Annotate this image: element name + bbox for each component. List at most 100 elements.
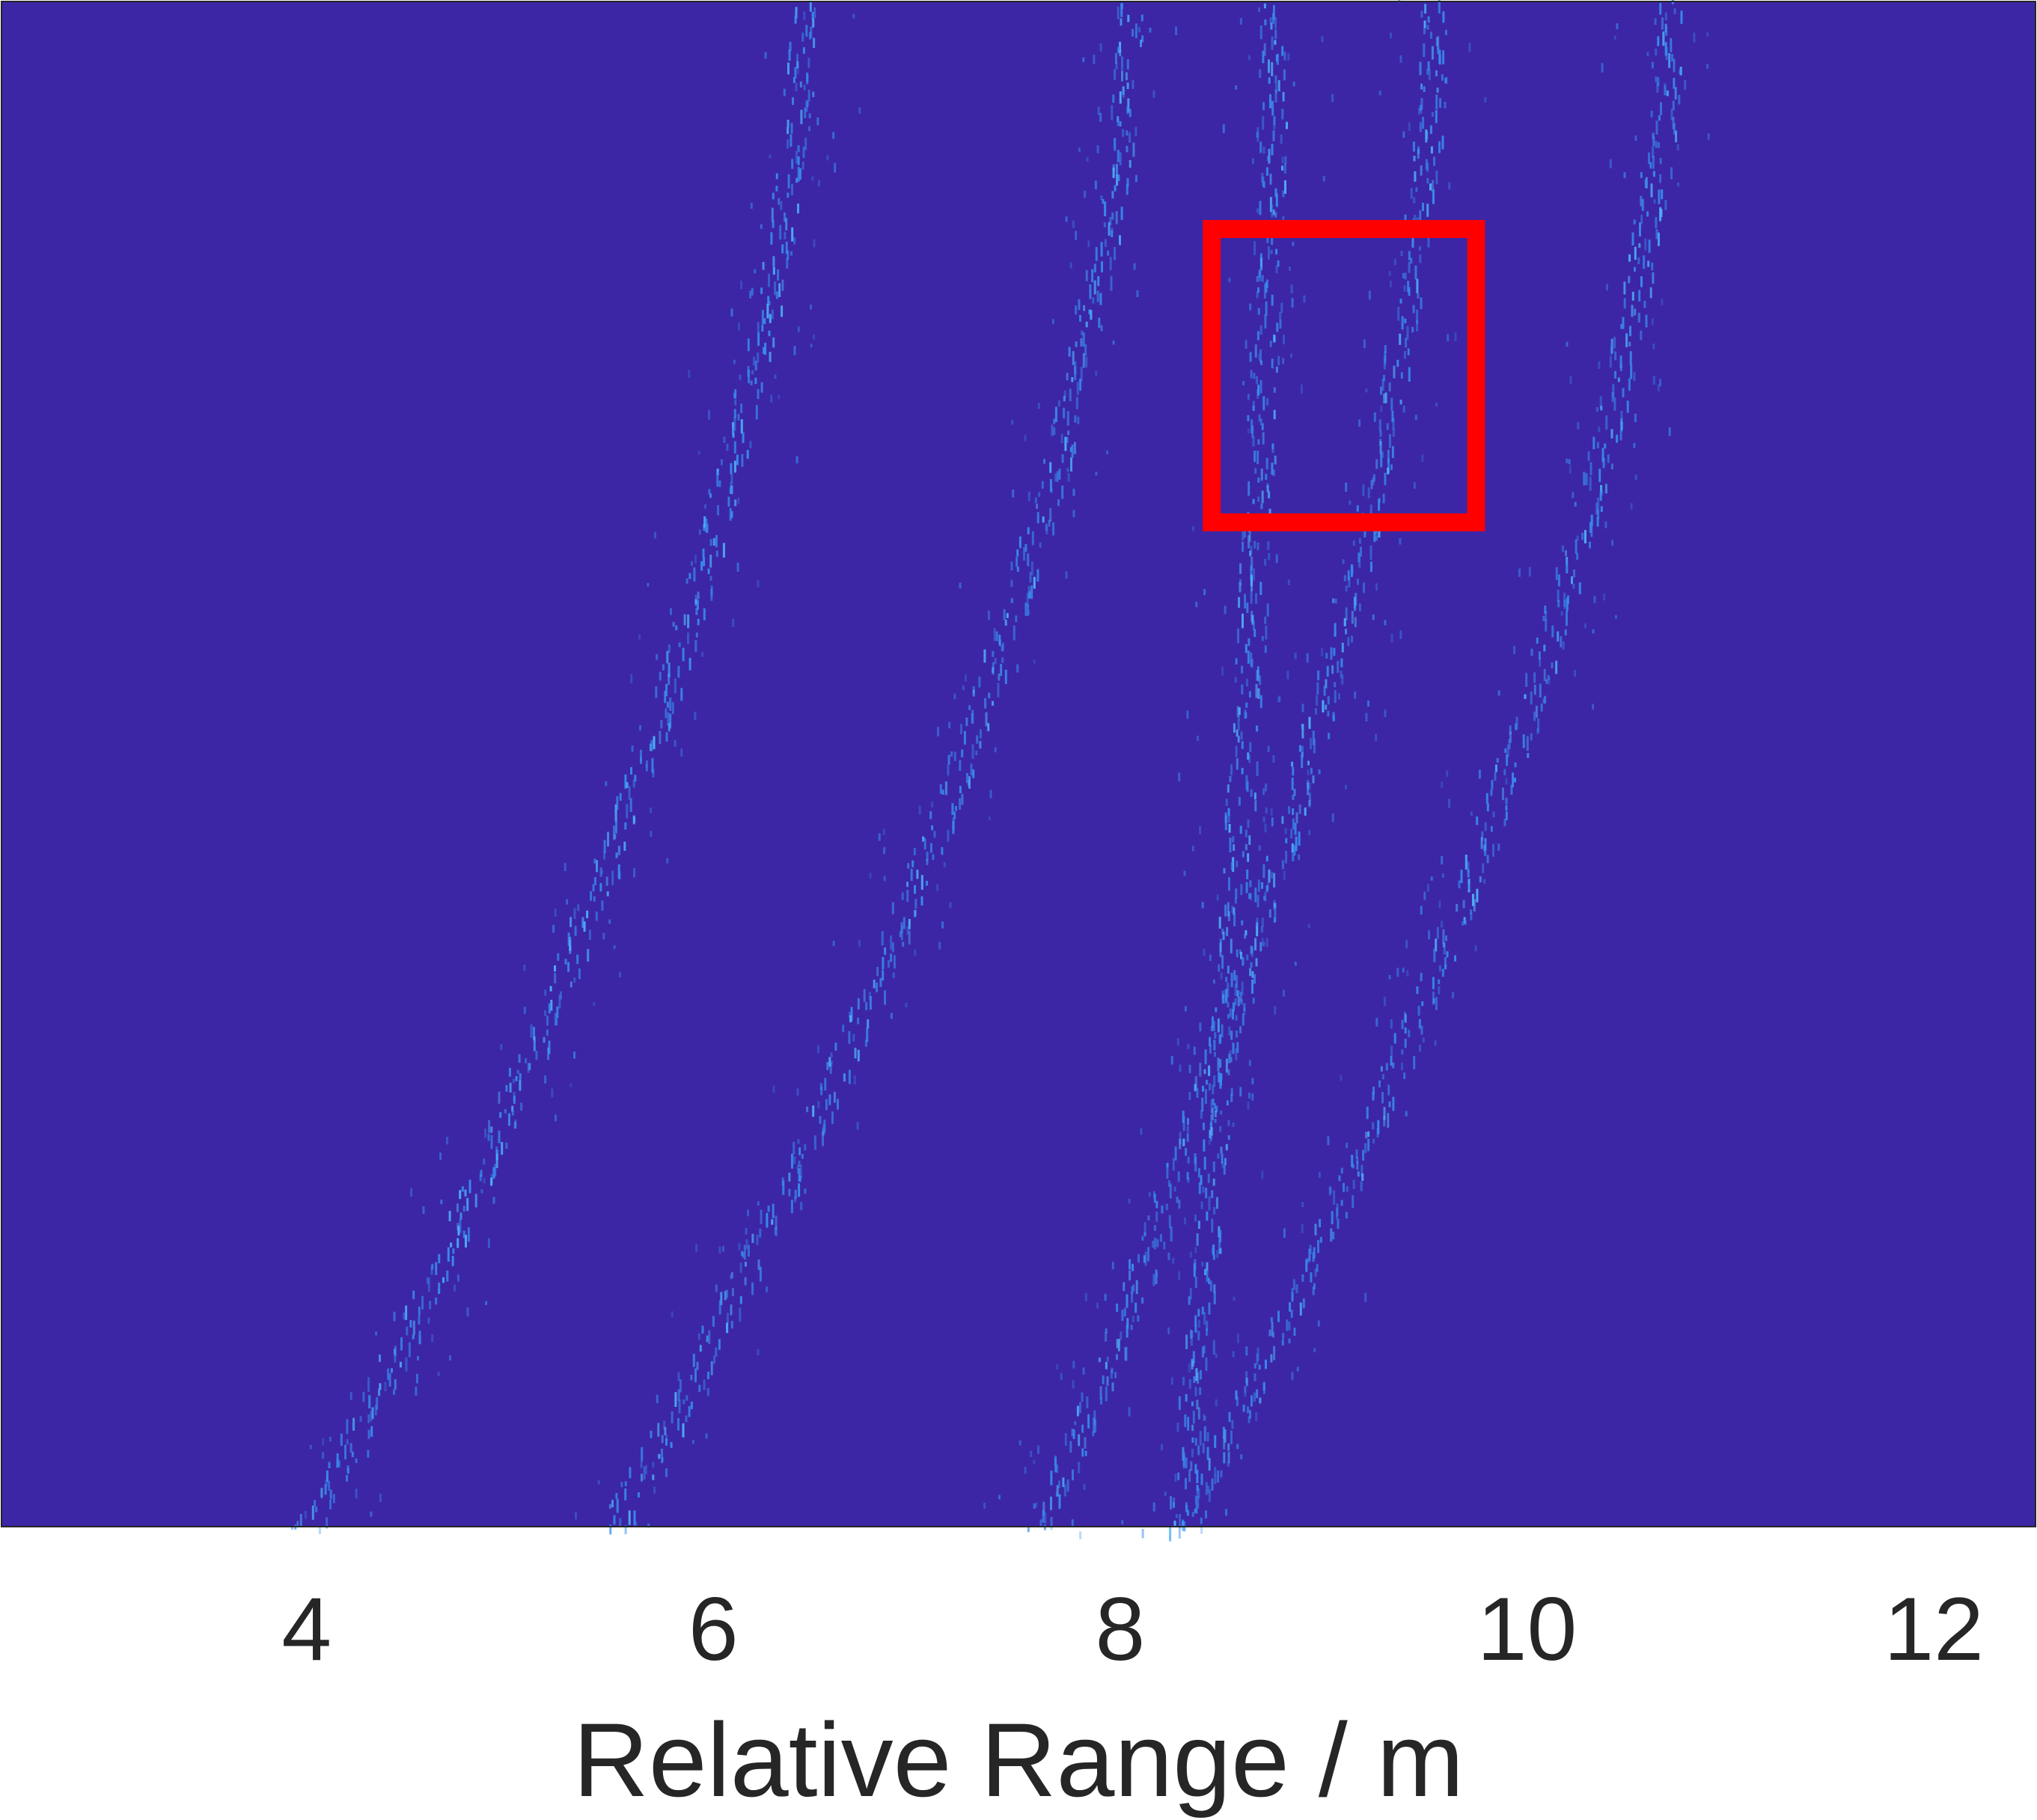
echo-point [1120,207,1123,220]
echo-point [1172,1502,1175,1509]
echo-point [1372,474,1375,482]
echo-point [1433,948,1436,962]
echo-point [1121,56,1123,70]
echo-point [1670,167,1673,180]
echo-point [1220,1073,1222,1086]
echo-point [508,1113,510,1126]
echo-point [1105,1328,1108,1334]
echo-point [1027,527,1030,534]
echo-point [1313,739,1316,754]
echo-point [1658,115,1661,121]
echo-point [1419,122,1422,132]
echo-point [418,1335,421,1345]
echo-point [1626,400,1629,413]
echo-point [812,18,815,28]
echo-point [1462,920,1465,926]
echo-point [1256,132,1259,138]
echo-point [1247,428,1250,434]
echo-point [1611,540,1614,546]
echo-point [753,356,756,366]
echo-point [931,825,934,831]
echo-point [1664,200,1667,210]
echo-point [1494,772,1497,781]
echo-point [1291,843,1294,853]
echo-point [1383,393,1386,403]
echo-point [1406,970,1409,977]
echo-point [778,198,781,205]
echo-point [1201,1307,1204,1315]
echo-point [1262,941,1265,947]
echo-point [1293,845,1296,856]
echo-point [1042,1509,1045,1523]
echo-point [995,631,998,641]
echo-point [611,870,614,885]
echo-point [569,981,572,988]
echo-point [586,910,589,918]
echo-point [941,847,944,855]
echo-point [326,1471,329,1482]
echo-point [744,1277,747,1286]
echo-point [806,1106,809,1113]
echo-point [1654,18,1657,25]
echo-point [533,1036,536,1051]
echo-point [494,1164,497,1177]
echo-point [1390,32,1392,39]
echo-point [1179,1514,1182,1529]
echo-point [1030,561,1033,575]
echo-point [1277,260,1280,267]
echo-point [937,727,939,736]
echo-point [1604,443,1607,449]
echo-point [456,1238,459,1248]
echo-point [1036,569,1039,582]
echo-point [796,1088,799,1096]
echo-point [1405,940,1408,949]
echo-point [1381,451,1384,458]
echo-point [1238,715,1241,721]
echo-point [1067,473,1070,482]
echo-point [674,678,677,694]
echo-point [757,1201,760,1206]
echo-point [1060,433,1063,444]
echo-point [1178,772,1181,782]
echo-point [810,343,813,348]
echo-point [1389,281,1392,287]
echo-point [666,701,669,708]
echo-point [793,237,796,245]
echo-point [733,460,736,473]
echo-point [1051,319,1054,325]
echo-point [1242,956,1245,966]
echo-point [1275,248,1278,255]
echo-point [678,1399,681,1414]
echo-point [1246,869,1249,879]
echo-point [1044,1512,1047,1524]
echo-point [1147,1247,1149,1262]
echo-point [340,1433,343,1446]
echo-point [1378,1080,1381,1087]
echo-point [1438,965,1441,972]
echo-point [1561,545,1564,552]
echo-point [593,877,596,885]
echo-point [1600,506,1603,512]
echo-point [1644,179,1647,189]
echo-point [1266,398,1269,406]
echo-point [1307,923,1310,929]
echo-point [1196,1088,1199,1098]
echo-point [459,1212,462,1220]
echo-point [1422,1037,1425,1042]
echo-point [1194,1315,1197,1326]
echo-point [1282,1333,1285,1340]
echo-point [1274,1006,1277,1015]
echo-point [884,947,887,955]
echo-point [453,1284,456,1292]
echo-point [770,394,773,403]
echo-point [1248,893,1251,900]
echo-point [1533,672,1536,683]
echo-point [1413,1056,1416,1069]
echo-point [1233,1004,1236,1010]
echo-point [1325,679,1328,688]
echo-point [740,281,743,290]
echo-point [614,804,617,812]
echo-point [1172,1158,1175,1171]
echo-point [1619,430,1622,441]
echo-point [1252,620,1255,631]
